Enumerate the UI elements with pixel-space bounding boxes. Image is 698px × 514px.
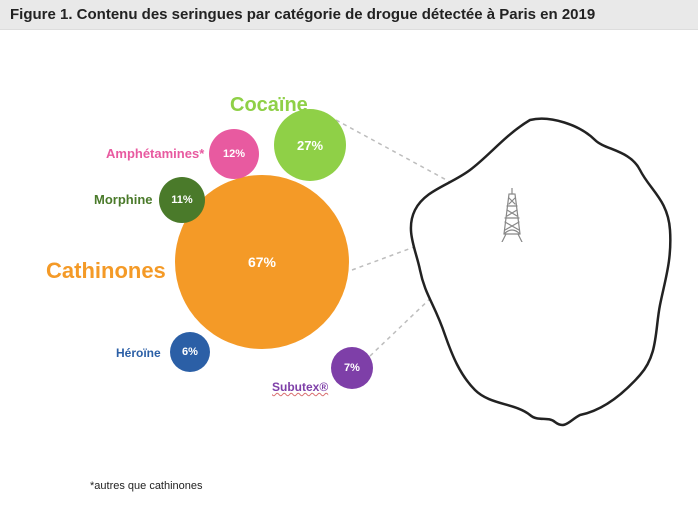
bubble-label-cathinones: Cathinones xyxy=(46,258,166,284)
chart-canvas: 67% Cathinones 27% Cocaïne 12% Amphétamines* 1… xyxy=(0,30,698,514)
bubble-value-amphetamines: 12% xyxy=(223,148,245,160)
bubble-value-cocaine: 27% xyxy=(297,138,323,153)
footnote: *autres que cathinones xyxy=(90,480,203,492)
bubble-value-cathinones: 67% xyxy=(248,254,276,270)
bubble-label-cocaine: Cocaïne xyxy=(230,94,308,117)
bubble-value-morphine: 11% xyxy=(171,194,192,206)
figure-title: Figure 1. Contenu des seringues par caté… xyxy=(0,0,698,30)
bubble-value-heroine: 6% xyxy=(182,346,198,358)
bubble-amphetamines: 12% xyxy=(209,129,259,179)
bubble-label-amphetamines: Amphétamines* xyxy=(106,146,204,161)
bubble-label-subutex: Subutex® xyxy=(272,380,328,394)
bubble-subutex: 7% xyxy=(331,347,373,389)
bubble-cocaine: 27% xyxy=(274,109,346,181)
bubble-label-heroine: Héroïne xyxy=(116,346,161,360)
bubble-morphine: 11% xyxy=(159,177,205,223)
france-map xyxy=(380,110,680,430)
bubble-heroine: 6% xyxy=(170,332,210,372)
bubble-label-morphine: Morphine xyxy=(94,192,153,207)
eiffel-tower-icon xyxy=(498,188,526,242)
bubble-value-subutex: 7% xyxy=(344,362,360,374)
